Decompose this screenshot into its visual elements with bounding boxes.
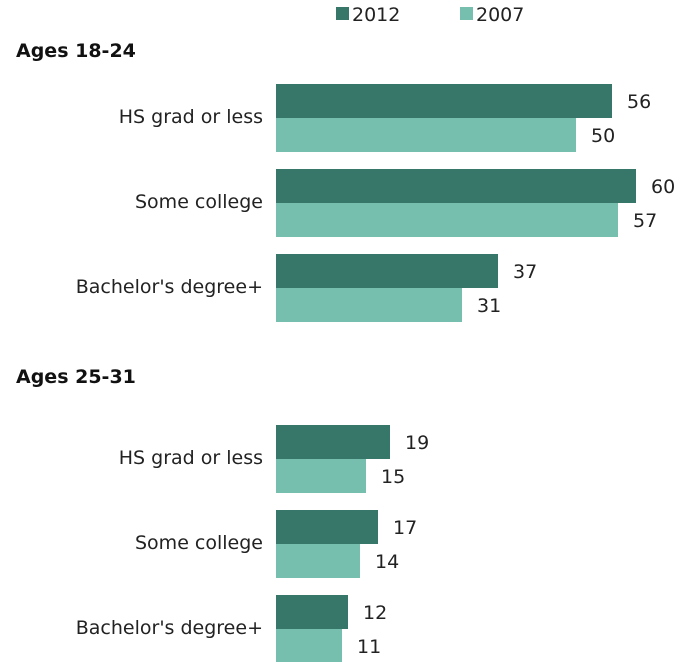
bar-2012: [276, 254, 498, 288]
value-label-2007: 31: [477, 295, 501, 317]
legend-swatch-2007: [460, 7, 473, 20]
value-label-2007: 14: [375, 551, 399, 573]
value-label-2007: 15: [381, 466, 405, 488]
category-label: Bachelor's degree+: [76, 617, 263, 639]
bar-2007: [276, 544, 360, 578]
bar-2007: [276, 118, 576, 152]
bar-2007: [276, 459, 366, 493]
bar-2007: [276, 288, 462, 322]
value-label-2012: 12: [363, 602, 387, 624]
group-1: Ages 18-24 HS grad or less 56 50 Some colleg…: [16, 40, 675, 322]
category-label: Bachelor's degree+: [76, 276, 263, 298]
category-label: Some college: [135, 532, 263, 554]
bar-2007: [276, 203, 618, 237]
value-label-2012: 56: [627, 91, 651, 113]
legend: 2012 2007: [336, 4, 524, 26]
chart-groups: Ages 18-24 HS grad or less 56 50 Some colleg…: [16, 40, 675, 662]
legend-swatch-2012: [336, 7, 349, 20]
category-label: Some college: [135, 191, 263, 213]
group-title: Ages 25-31: [16, 366, 136, 388]
value-label-2007: 57: [633, 210, 657, 232]
bar-2012: [276, 425, 390, 459]
value-label-2007: 50: [591, 125, 615, 147]
bar-2012: [276, 84, 612, 118]
category-label: HS grad or less: [119, 106, 263, 128]
value-label-2012: 37: [513, 261, 537, 283]
category-label: HS grad or less: [119, 447, 263, 469]
group-title: Ages 18-24: [16, 40, 136, 62]
bar-2007: [276, 629, 342, 662]
legend-label-2007: 2007: [476, 4, 524, 26]
bar-2012: [276, 169, 636, 203]
value-label-2012: 17: [393, 517, 417, 539]
bar-2012: [276, 510, 378, 544]
bar-2012: [276, 595, 348, 629]
value-label-2012: 60: [651, 176, 675, 198]
value-label-2007: 11: [357, 636, 381, 658]
value-label-2012: 19: [405, 432, 429, 454]
legend-label-2012: 2012: [352, 4, 400, 26]
